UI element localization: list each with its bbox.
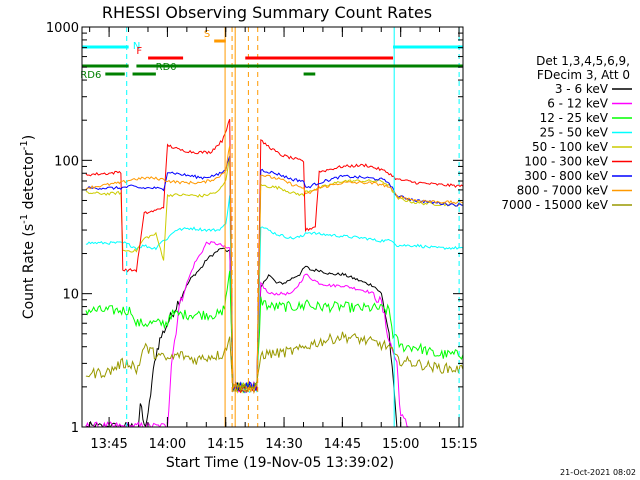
series-line-4 — [85, 155, 463, 394]
state-bar-label-s: S — [204, 29, 210, 40]
y-axis-label: Count Rate (s-1 detector-1) — [19, 135, 37, 319]
y-axis-label-superscript-2: -1 — [19, 140, 30, 150]
chart-title: RHESSI Observing Summary Count Rates — [102, 3, 432, 22]
legend-label-0: 3 - 6 keV — [555, 82, 609, 96]
legend-label-3: 25 - 50 keV — [540, 126, 609, 140]
state-bar-label-rd0: RD0 — [156, 62, 177, 73]
plot-frame — [81, 26, 464, 428]
x-tick-label-1: 14:00 — [149, 437, 186, 452]
series-line-5 — [85, 118, 463, 394]
legend-label-1: 6 - 12 keV — [547, 97, 609, 111]
y-axis-label-main: Count Rate (s — [21, 224, 37, 319]
state-bar-label-rd6: RD6 — [80, 70, 101, 81]
legend-header-0: Det 1,3,4,5,6,9, — [536, 54, 630, 68]
state-bar-layer: NF S RD0 RD6 — [80, 29, 463, 81]
series-line-7 — [85, 145, 463, 395]
y-tick-label-3: 1000 — [46, 21, 79, 36]
state-bar-label-f: F — [136, 46, 142, 57]
series-line-6 — [85, 155, 463, 394]
state-bar-label-n: N — [133, 41, 140, 52]
x-tick-label-2: 14:15 — [207, 437, 244, 452]
x-axis-label: Start Time (19-Nov-05 13:39:02) — [166, 455, 394, 471]
legend-label-2: 12 - 25 keV — [540, 111, 609, 125]
legend-label-7: 800 - 7000 keV — [517, 184, 609, 198]
series-line-3 — [85, 195, 463, 394]
legend-label-8: 7000 - 15000 keV — [501, 198, 608, 212]
x-tick-label-0: 13:45 — [90, 437, 127, 452]
y-tick-label-1: 10 — [62, 288, 79, 303]
legend-header-1: FDecim 3, Att 0 — [537, 68, 630, 82]
x-tick-label-6: 15:15 — [440, 437, 477, 452]
legend-label-5: 100 - 300 keV — [524, 155, 608, 169]
y-axis-label-tail: detector — [21, 150, 37, 214]
x-tick-label-5: 15:00 — [382, 437, 419, 452]
x-tick-label-3: 14:30 — [265, 437, 302, 452]
vertical-marker-layer — [126, 27, 460, 427]
x-axis-ticks: 13:45 14:00 14:15 14:30 14:45 15:00 15:15 — [89, 27, 478, 452]
y-tick-label-0: 1 — [71, 421, 79, 436]
legend-label-6: 300 - 800 keV — [524, 169, 608, 183]
series-line-8 — [85, 331, 463, 393]
legend-label-4: 50 - 100 keV — [532, 140, 609, 154]
legend: Det 1,3,4,5,6,9,FDecim 3, Att 03 - 6 keV… — [501, 54, 632, 212]
y-tick-label-2: 100 — [54, 154, 79, 169]
x-tick-label-4: 14:45 — [324, 437, 361, 452]
generation-timestamp: 21-Oct-2021 08:02 — [560, 468, 636, 477]
y-axis-ticks: 1 10 100 1000 — [46, 21, 463, 436]
series-line-2 — [85, 270, 463, 394]
y-axis-label-superscript: -1 — [19, 214, 30, 224]
y-axis-label-end: ) — [21, 135, 37, 140]
